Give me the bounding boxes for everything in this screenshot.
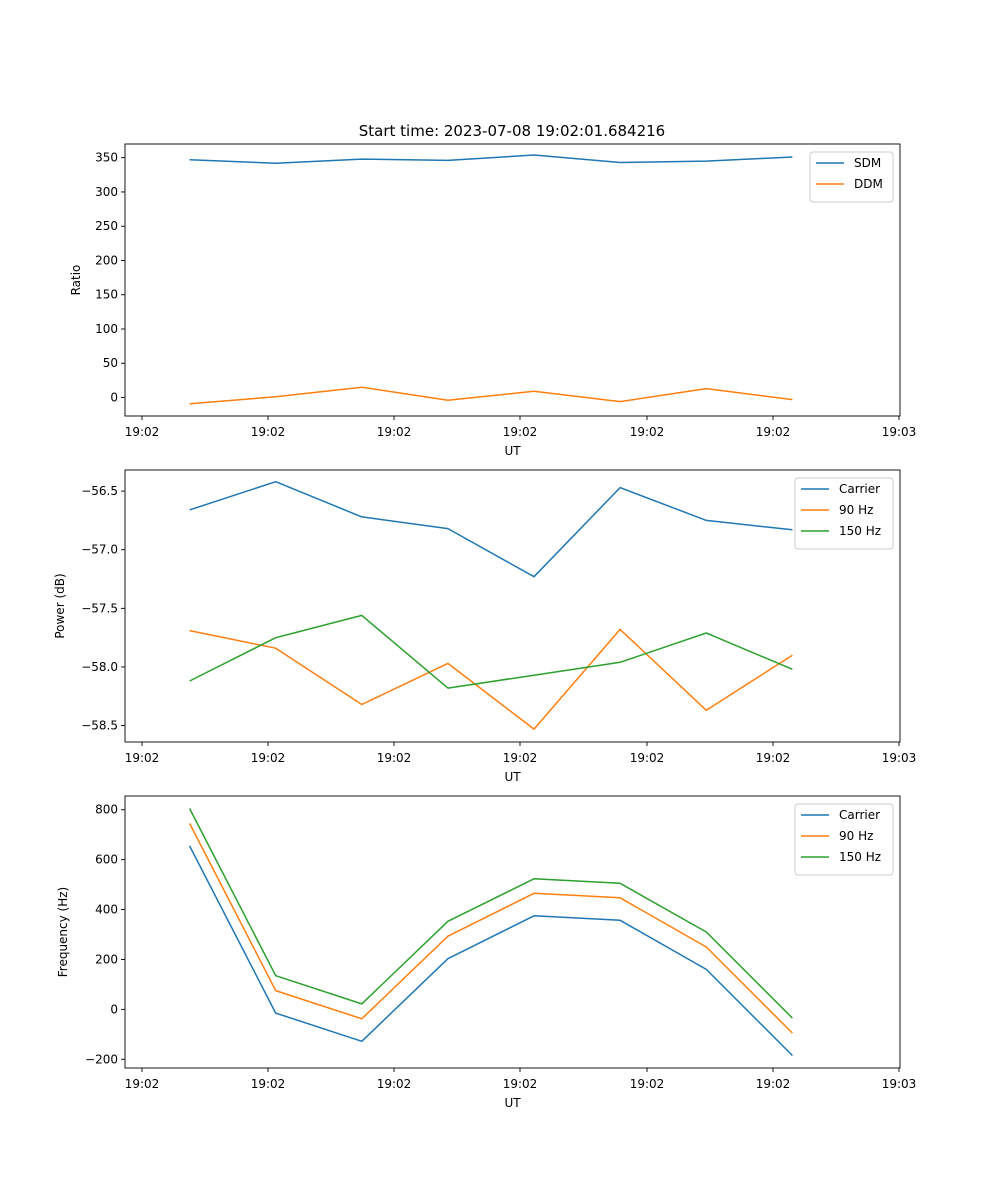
y-tick-label: −200 xyxy=(85,1052,118,1066)
y-tick-label: 200 xyxy=(95,952,118,966)
legend-entry: 150 Hz xyxy=(839,850,881,864)
y-tick-label: 250 xyxy=(95,219,118,233)
x-tick-label: 19:02 xyxy=(630,751,665,765)
x-tick-label: 19:02 xyxy=(756,425,791,439)
x-tick-label: 19:02 xyxy=(630,425,665,439)
subplot-2: 19:02 19:02 19:02 19:02 19:02 19:02 19:03 −58.5… xyxy=(53,469,917,784)
series-line-sdm xyxy=(189,154,793,164)
series-line-90-hz xyxy=(188,823,793,1034)
y-tick-label: 50 xyxy=(103,356,118,370)
axes-frame xyxy=(124,143,901,417)
series-line-carrier xyxy=(188,845,793,1057)
legend: Carrier 90 Hz 150 Hz xyxy=(794,803,894,876)
x-tick-label: 19:02 xyxy=(125,425,160,439)
x-tick-label: 19:02 xyxy=(377,425,412,439)
y-tick-label: 0 xyxy=(110,391,118,405)
x-axis-label: UT xyxy=(504,770,521,784)
subplot-3: 19:02 19:02 19:02 19:02 19:02 19:02 19:03 −200 0… xyxy=(56,795,917,1110)
legend-box xyxy=(809,151,894,203)
axes-frame xyxy=(124,795,901,1069)
series-line-carrier xyxy=(189,480,793,578)
x-axis-label: UT xyxy=(504,444,521,458)
x-tick-label: 19:03 xyxy=(882,425,917,439)
x-tick-label: 19:02 xyxy=(503,1077,538,1091)
x-tick-label: 19:02 xyxy=(251,425,286,439)
legend-entry: 90 Hz xyxy=(839,829,873,843)
subplot-1: 19:02 19:02 19:02 19:02 19:02 19:02 19:03 0 50 10… xyxy=(69,143,917,458)
legend-entry: Carrier xyxy=(839,482,880,496)
series-line-90-hz xyxy=(189,628,793,730)
x-tick-label: 19:02 xyxy=(377,751,412,765)
y-tick-label: 150 xyxy=(95,288,118,302)
y-axis-label: Power (dB) xyxy=(53,573,67,638)
y-tick-label: 200 xyxy=(95,253,118,267)
legend-entry: SDM xyxy=(854,156,881,170)
legend-entry: 150 Hz xyxy=(839,524,881,538)
series-line-ddm xyxy=(189,386,793,405)
x-tick-label: 19:02 xyxy=(251,751,286,765)
y-tick-label: −57.5 xyxy=(81,601,118,615)
x-tick-label: 19:03 xyxy=(882,751,917,765)
x-tick-label: 19:02 xyxy=(377,1077,412,1091)
axes-frame xyxy=(124,469,901,743)
y-tick-label: 300 xyxy=(95,185,118,199)
x-tick-label: 19:02 xyxy=(503,425,538,439)
x-tick-label: 19:03 xyxy=(882,1077,917,1091)
legend: Carrier 90 Hz 150 Hz xyxy=(794,477,894,550)
x-tick-label: 19:02 xyxy=(251,1077,286,1091)
y-tick-label: −57.0 xyxy=(81,543,118,557)
legend-entry: Carrier xyxy=(839,808,880,822)
y-axis-label: Frequency (Hz) xyxy=(56,887,70,978)
y-tick-label: 0 xyxy=(110,1002,118,1016)
legend-entry: DDM xyxy=(854,177,883,191)
x-tick-label: 19:02 xyxy=(756,751,791,765)
x-tick-label: 19:02 xyxy=(756,1077,791,1091)
chart-title: Start time: 2023-07-08 19:02:01.684216 xyxy=(359,122,665,140)
y-tick-label: −58.0 xyxy=(81,660,118,674)
y-axis-label: Ratio xyxy=(69,265,83,296)
y-tick-label: −56.5 xyxy=(81,484,118,498)
y-tick-label: 350 xyxy=(95,151,118,165)
series-line-150-hz xyxy=(189,614,793,689)
y-tick-label: 400 xyxy=(95,903,118,917)
y-tick-label: 800 xyxy=(95,803,118,817)
x-tick-label: 19:02 xyxy=(125,751,160,765)
y-tick-label: 100 xyxy=(95,322,118,336)
x-tick-label: 19:02 xyxy=(630,1077,665,1091)
x-tick-label: 19:02 xyxy=(503,751,538,765)
legend-entry: 90 Hz xyxy=(839,503,873,517)
x-axis-label: UT xyxy=(504,1096,521,1110)
series-line-150-hz xyxy=(188,808,793,1019)
y-tick-label: 600 xyxy=(95,853,118,867)
x-tick-label: 19:02 xyxy=(125,1077,160,1091)
legend: SDM DDM xyxy=(809,151,894,203)
y-tick-label: −58.5 xyxy=(81,719,118,733)
